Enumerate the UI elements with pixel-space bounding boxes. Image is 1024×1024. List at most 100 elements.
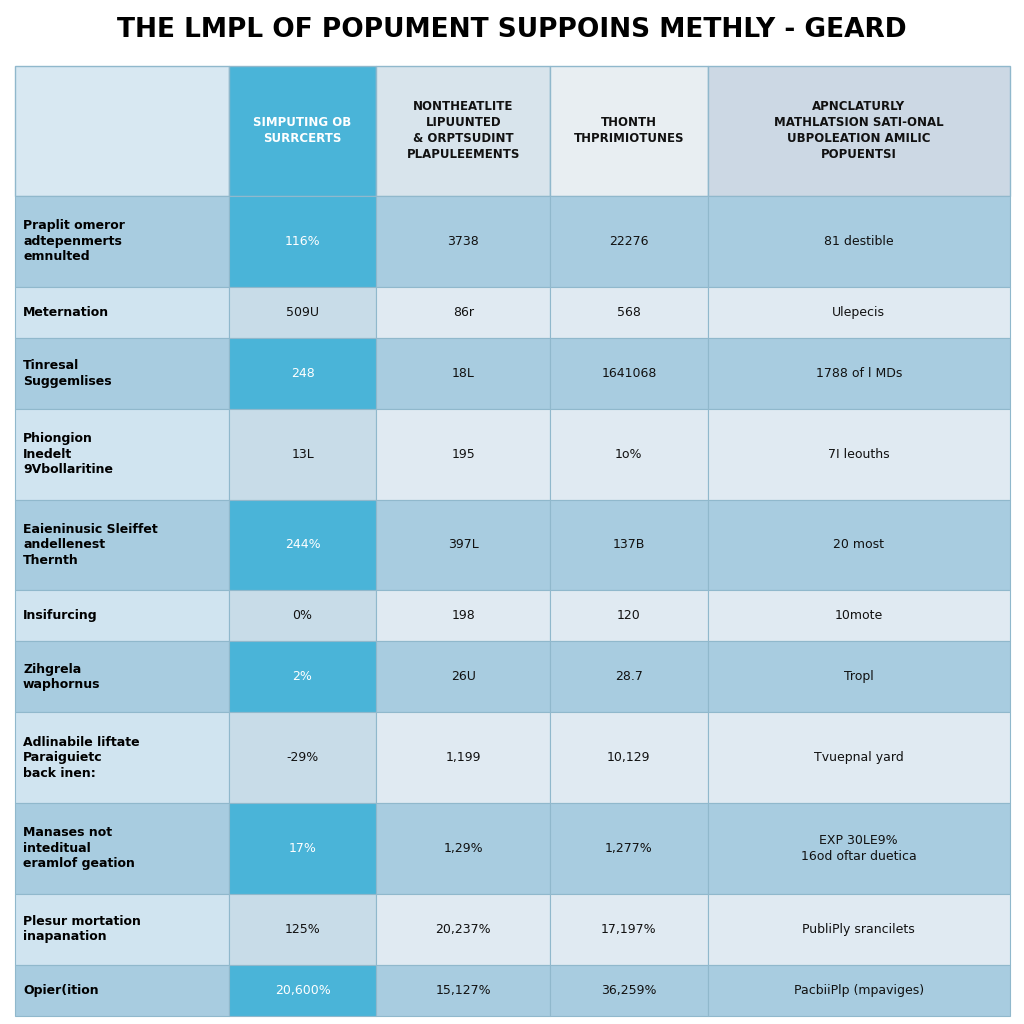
Text: 568: 568 bbox=[617, 306, 641, 318]
Text: Adlinabile liftate
Paraiguietc
back inen:: Adlinabile liftate Paraiguietc back inen… bbox=[23, 736, 139, 779]
Text: THE LMPL OF POPUMENT SUPPOINS METHLY - GEARD: THE LMPL OF POPUMENT SUPPOINS METHLY - G… bbox=[117, 17, 907, 43]
Bar bbox=[376, 196, 550, 287]
Text: 13L: 13L bbox=[291, 447, 314, 461]
Bar bbox=[15, 894, 229, 965]
Bar bbox=[229, 500, 376, 590]
Bar bbox=[15, 965, 229, 1016]
Bar bbox=[550, 287, 708, 338]
Text: 397L: 397L bbox=[447, 539, 478, 551]
Bar bbox=[376, 500, 550, 590]
Bar bbox=[550, 803, 708, 894]
Text: Zihgrela
waphornus: Zihgrela waphornus bbox=[23, 663, 100, 691]
Bar bbox=[376, 66, 550, 196]
Bar bbox=[15, 338, 229, 409]
Bar bbox=[229, 409, 376, 500]
Text: 20,600%: 20,600% bbox=[274, 984, 331, 996]
Bar bbox=[550, 196, 708, 287]
Text: 2%: 2% bbox=[293, 671, 312, 683]
Text: 0%: 0% bbox=[293, 609, 312, 623]
Text: PubliPly srancilets: PubliPly srancilets bbox=[803, 923, 915, 936]
Bar bbox=[708, 409, 1010, 500]
Text: Manases not
inteditual
eramlof geation: Manases not inteditual eramlof geation bbox=[23, 826, 135, 870]
Text: 10mote: 10mote bbox=[835, 609, 883, 623]
Text: 1,199: 1,199 bbox=[445, 752, 481, 764]
Text: 17%: 17% bbox=[289, 842, 316, 855]
Bar bbox=[15, 500, 229, 590]
Text: Eaieninusic Sleiffet
andellenest
Thernth: Eaieninusic Sleiffet andellenest Thernth bbox=[23, 523, 158, 566]
Bar bbox=[550, 641, 708, 713]
Bar bbox=[550, 500, 708, 590]
Text: 1788 of l MDs: 1788 of l MDs bbox=[815, 367, 902, 380]
Bar bbox=[376, 803, 550, 894]
Bar bbox=[708, 287, 1010, 338]
Bar bbox=[229, 965, 376, 1016]
Text: Opier(ition: Opier(ition bbox=[23, 984, 98, 996]
Text: PacbiiPlp (mpaviges): PacbiiPlp (mpaviges) bbox=[794, 984, 924, 996]
Bar bbox=[229, 196, 376, 287]
Text: 1,29%: 1,29% bbox=[443, 842, 483, 855]
Text: 20 most: 20 most bbox=[834, 539, 885, 551]
Text: 26U: 26U bbox=[451, 671, 476, 683]
Bar bbox=[708, 965, 1010, 1016]
Bar bbox=[15, 66, 229, 196]
Text: 81 destible: 81 destible bbox=[824, 234, 894, 248]
Bar bbox=[708, 713, 1010, 803]
Text: 3738: 3738 bbox=[447, 234, 479, 248]
Text: 1641068: 1641068 bbox=[601, 367, 656, 380]
Bar bbox=[550, 894, 708, 965]
Bar bbox=[376, 590, 550, 641]
Bar bbox=[708, 803, 1010, 894]
Text: Phiongion
Inedelt
9Vbollaritine: Phiongion Inedelt 9Vbollaritine bbox=[23, 432, 113, 476]
Bar bbox=[229, 287, 376, 338]
Bar bbox=[376, 641, 550, 713]
Text: 198: 198 bbox=[452, 609, 475, 623]
Text: THONTH
THPRIMIOTUNES: THONTH THPRIMIOTUNES bbox=[573, 117, 684, 145]
Bar bbox=[15, 590, 229, 641]
Text: Plesur mortation
inapanation: Plesur mortation inapanation bbox=[23, 914, 141, 943]
Bar bbox=[229, 338, 376, 409]
Bar bbox=[550, 590, 708, 641]
Bar bbox=[15, 803, 229, 894]
Text: 1,277%: 1,277% bbox=[605, 842, 652, 855]
Text: Praplit omeror
adtepenmerts
emnulted: Praplit omeror adtepenmerts emnulted bbox=[23, 219, 125, 263]
Bar bbox=[708, 500, 1010, 590]
Text: Tvuepnal yard: Tvuepnal yard bbox=[814, 752, 903, 764]
Text: 248: 248 bbox=[291, 367, 314, 380]
Bar bbox=[550, 338, 708, 409]
Bar bbox=[708, 338, 1010, 409]
Bar bbox=[229, 894, 376, 965]
Bar bbox=[376, 409, 550, 500]
Text: 86r: 86r bbox=[453, 306, 474, 318]
Bar bbox=[229, 66, 376, 196]
Bar bbox=[229, 803, 376, 894]
Text: 10,129: 10,129 bbox=[607, 752, 650, 764]
Bar bbox=[708, 66, 1010, 196]
Text: 18L: 18L bbox=[452, 367, 475, 380]
Bar bbox=[708, 196, 1010, 287]
Text: 28.7: 28.7 bbox=[615, 671, 643, 683]
Text: 244%: 244% bbox=[285, 539, 321, 551]
Bar bbox=[550, 965, 708, 1016]
Bar bbox=[376, 287, 550, 338]
Bar bbox=[229, 590, 376, 641]
Text: 509U: 509U bbox=[286, 306, 319, 318]
Bar bbox=[376, 338, 550, 409]
Bar bbox=[229, 641, 376, 713]
Text: SIMPUTING OB
SURRCERTS: SIMPUTING OB SURRCERTS bbox=[253, 117, 351, 145]
Text: 116%: 116% bbox=[285, 234, 321, 248]
Text: 15,127%: 15,127% bbox=[435, 984, 492, 996]
Bar bbox=[15, 196, 229, 287]
Bar bbox=[15, 287, 229, 338]
Text: -29%: -29% bbox=[287, 752, 318, 764]
Text: NONTHEATLITE
LIPUUNTED
& ORPTSUDINT
PLAPULEEMENTS: NONTHEATLITE LIPUUNTED & ORPTSUDINT PLAP… bbox=[407, 100, 520, 162]
Text: Insifurcing: Insifurcing bbox=[23, 609, 97, 623]
Bar bbox=[15, 641, 229, 713]
Text: 36,259%: 36,259% bbox=[601, 984, 656, 996]
Bar bbox=[708, 590, 1010, 641]
Text: 22276: 22276 bbox=[609, 234, 648, 248]
Text: 1o%: 1o% bbox=[615, 447, 643, 461]
Bar bbox=[15, 409, 229, 500]
Text: EXP 30LE9%
16od oftar duetica: EXP 30LE9% 16od oftar duetica bbox=[801, 834, 916, 862]
Text: 195: 195 bbox=[452, 447, 475, 461]
Text: Tropl: Tropl bbox=[844, 671, 873, 683]
